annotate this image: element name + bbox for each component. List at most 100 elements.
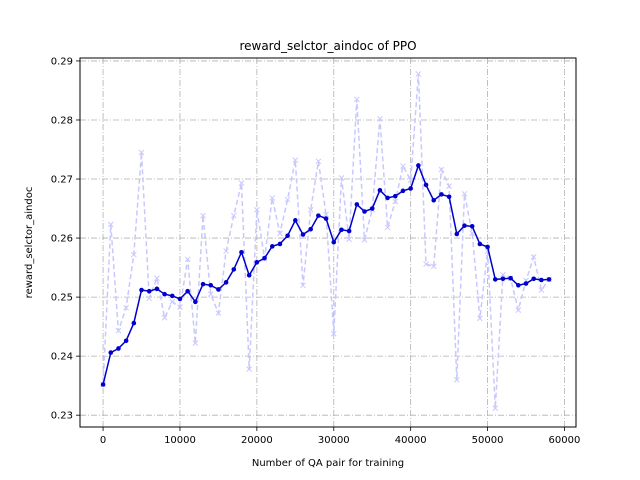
data-point: [269, 195, 276, 201]
data-point: [208, 283, 214, 288]
data-point: [477, 315, 483, 322]
data-point: [100, 382, 106, 387]
data-point: [430, 263, 437, 270]
data-point: [385, 195, 390, 201]
data-point: [446, 183, 452, 189]
data-point: [438, 166, 445, 173]
x-axis-label: Number of QA pair for training: [252, 458, 404, 469]
y-tick-label: 0.25: [51, 293, 73, 304]
data-point: [177, 296, 183, 302]
data-point: [146, 288, 152, 294]
data-point: [169, 293, 175, 299]
x-axis: 0 10000 20000 30000 40000 50000 60000: [100, 427, 580, 446]
series-layer: [100, 71, 552, 411]
data-point: [492, 405, 499, 411]
data-point: [216, 287, 221, 292]
data-point: [184, 256, 191, 263]
data-point: [431, 197, 437, 203]
data-point: [546, 277, 552, 282]
data-point: [146, 295, 153, 302]
data-point: [285, 233, 290, 239]
data-point: [500, 271, 506, 278]
y-tick-label: 0.27: [51, 175, 73, 186]
data-point: [154, 286, 160, 292]
data-point: [416, 163, 421, 168]
data-point: [423, 182, 429, 188]
y-tick-label: 0.26: [51, 234, 73, 245]
data-point: [530, 254, 537, 260]
data-point: [384, 224, 391, 231]
data-point: [269, 244, 275, 249]
chart-title: reward_selctor_aindoc of PPO: [239, 39, 416, 53]
data-point: [254, 259, 260, 265]
data-point: [415, 71, 422, 77]
data-point: [238, 180, 245, 187]
data-point: [369, 206, 375, 211]
data-point: [531, 276, 537, 282]
data-point: [192, 340, 199, 347]
data-point: [423, 261, 429, 267]
data-point: [207, 291, 214, 298]
data-point: [300, 282, 306, 289]
plot-frame: [79, 57, 577, 428]
data-point: [138, 149, 145, 156]
data-point: [200, 281, 206, 287]
x-tick-label: 50000: [472, 435, 504, 446]
x-tick-label: 0: [100, 435, 106, 446]
data-point: [246, 272, 252, 278]
data-point: [453, 376, 460, 383]
y-tick-label: 0.23: [51, 411, 73, 422]
data-point: [392, 193, 398, 199]
data-point: [108, 350, 114, 355]
data-point: [139, 287, 144, 293]
data-point: [523, 281, 529, 286]
data-point: [162, 291, 167, 297]
data-point: [277, 230, 283, 237]
series-raw-line: [102, 73, 550, 409]
data-point: [485, 244, 490, 250]
data-point: [492, 277, 498, 282]
data-point: [516, 283, 521, 288]
data-point: [446, 194, 452, 200]
data-point: [316, 213, 321, 218]
data-point: [346, 228, 352, 234]
data-point: [116, 346, 121, 351]
data-point: [169, 298, 176, 305]
data-point: [500, 276, 506, 282]
data-point: [262, 255, 267, 261]
data-point: [469, 223, 475, 229]
data-point: [223, 248, 229, 254]
data-point: [392, 198, 399, 205]
x-tick-label: 20000: [241, 435, 273, 446]
data-point: [107, 221, 114, 228]
x-tick-label: 60000: [549, 435, 581, 446]
data-point: [123, 338, 129, 344]
data-point: [454, 231, 460, 237]
data-point: [462, 223, 467, 228]
x-tick-label: 40000: [395, 435, 427, 446]
data-point: [161, 314, 168, 321]
data-point: [215, 310, 222, 316]
data-point: [130, 251, 137, 258]
data-point: [461, 190, 468, 197]
data-point: [284, 196, 291, 203]
data-point: [293, 218, 298, 223]
data-point: [338, 174, 345, 181]
data-point: [254, 206, 260, 213]
data-point: [539, 277, 544, 283]
data-point: [115, 327, 122, 334]
y-axis-label: reward_selctor_aindoc: [24, 187, 35, 299]
data-point: [315, 158, 322, 165]
data-point: [230, 212, 237, 219]
x-tick-label: 30000: [318, 435, 350, 446]
data-point: [439, 192, 444, 197]
data-point: [354, 202, 360, 207]
data-point: [177, 304, 183, 311]
data-point: [231, 267, 237, 272]
data-point: [353, 96, 360, 103]
data-point: [185, 288, 190, 294]
data-point: [377, 187, 383, 193]
data-point: [200, 212, 206, 219]
